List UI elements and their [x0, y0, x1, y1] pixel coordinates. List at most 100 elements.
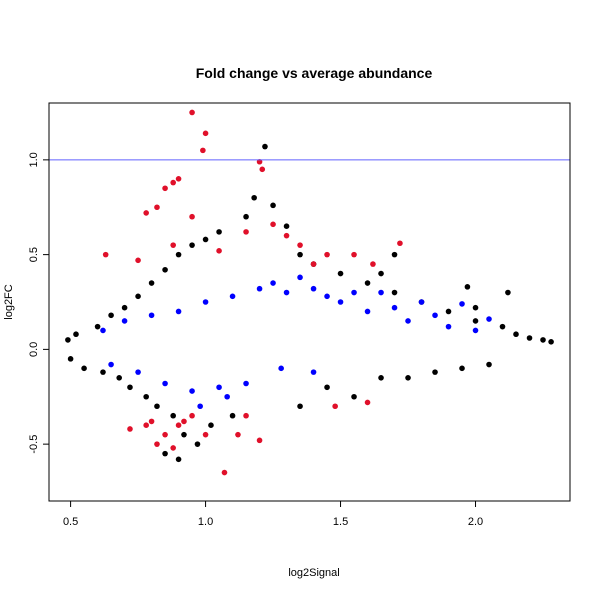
scatter-point: [189, 109, 195, 116]
scatter-point: [170, 242, 176, 248]
scatter-point: [445, 308, 452, 315]
x-tick-label: 0.5: [63, 516, 78, 528]
scatter-point: [397, 240, 403, 247]
scatter-point: [162, 431, 168, 438]
scatter-point: [162, 380, 168, 387]
scatter-point: [370, 261, 376, 267]
scatter-point: [297, 274, 303, 281]
scatter-point: [65, 337, 71, 343]
scatter-point: [175, 456, 182, 463]
y-tick-label: 0.5: [28, 247, 40, 262]
scatter-point: [229, 293, 236, 300]
scatter-point: [135, 293, 141, 300]
scatter-point: [310, 369, 317, 375]
scatter-point: [283, 289, 290, 296]
scatter-point: [154, 441, 160, 447]
scatter-point: [324, 293, 330, 300]
scatter-point: [499, 323, 506, 330]
scatter-point: [310, 285, 317, 292]
scatter-point: [548, 339, 554, 345]
scatter-point: [100, 327, 106, 334]
scatter-point: [67, 356, 74, 362]
scatter-point: [127, 426, 133, 432]
scatter-point: [486, 361, 492, 368]
scatter-point: [513, 331, 519, 338]
scatter-point: [364, 280, 371, 286]
scatter-point: [148, 418, 155, 425]
scatter-point: [459, 365, 465, 372]
scatter-point: [243, 412, 249, 419]
scatter-point: [189, 213, 195, 220]
chart-title: Fold change vs average abundance: [196, 65, 433, 81]
x-axis: 0.5 1.0 1.5 2.0: [63, 500, 483, 528]
scatter-point: [270, 221, 276, 228]
scatter-point: [108, 361, 114, 368]
scatter-point: [181, 418, 187, 425]
scatter-point: [175, 251, 182, 258]
y-tick-label: -0.5: [28, 435, 40, 454]
scatter-point: [243, 213, 249, 220]
scatter-point: [102, 251, 109, 258]
y-axis-label: log2FC: [3, 284, 15, 320]
x-tick-label: 2.0: [468, 516, 483, 528]
scatter-point: [486, 316, 492, 322]
scatter-point: [324, 251, 330, 258]
scatter-point: [135, 369, 141, 375]
scatter-point: [243, 229, 249, 235]
scatter-point: [127, 384, 133, 391]
scatter-point: [148, 280, 155, 286]
scatter-point: [202, 431, 209, 438]
scatter-point: [216, 384, 222, 391]
scatter-point: [378, 375, 384, 381]
scatter-point: [224, 393, 230, 400]
scatter-point: [464, 284, 471, 290]
scatter-point: [221, 469, 228, 476]
scatter-point: [378, 270, 384, 277]
scatter-point: [337, 270, 344, 277]
scatter-point: [175, 422, 182, 428]
scatter-point: [175, 308, 182, 315]
scatter-point: [189, 412, 195, 419]
scatter-point: [143, 422, 149, 428]
scatter-point: [297, 251, 303, 258]
scatter-point: [154, 204, 160, 211]
scatter-point: [324, 384, 330, 391]
scatter-point: [200, 147, 206, 154]
scatter-point: [216, 248, 222, 254]
scatter-point: [194, 441, 201, 447]
scatter-point: [351, 393, 357, 400]
scatter-point: [351, 289, 357, 296]
scatter-point: [310, 261, 317, 267]
data-points: [65, 109, 554, 476]
y-tick-label: 0.0: [28, 342, 40, 357]
scatter-point: [332, 403, 338, 410]
scatter-point: [202, 130, 209, 137]
scatter-point: [364, 308, 371, 315]
scatter-point: [162, 185, 168, 192]
scatter-point: [432, 369, 438, 375]
scatter-point: [391, 304, 398, 311]
scatter-point: [270, 202, 276, 209]
x-tick-label: 1.5: [333, 516, 348, 528]
scatter-point: [337, 299, 344, 305]
scatter-point: [278, 365, 284, 372]
scatter-point: [170, 445, 176, 451]
scatter-point: [94, 323, 101, 330]
scatter-point: [197, 403, 203, 410]
scatter-point: [181, 431, 187, 438]
scatter-point: [100, 369, 106, 375]
scatter-point: [391, 251, 398, 258]
scatter-point: [405, 375, 411, 381]
scatter-point: [256, 285, 263, 292]
scatter-point: [405, 318, 411, 324]
scatter-point: [143, 393, 149, 400]
scatter-point: [351, 251, 357, 258]
scatter-point: [297, 242, 303, 248]
scatter-point: [418, 299, 425, 305]
scatter-point: [472, 304, 479, 311]
scatter-point: [162, 266, 168, 273]
y-axis: -0.5 0.0 0.5 1.0: [28, 152, 50, 454]
